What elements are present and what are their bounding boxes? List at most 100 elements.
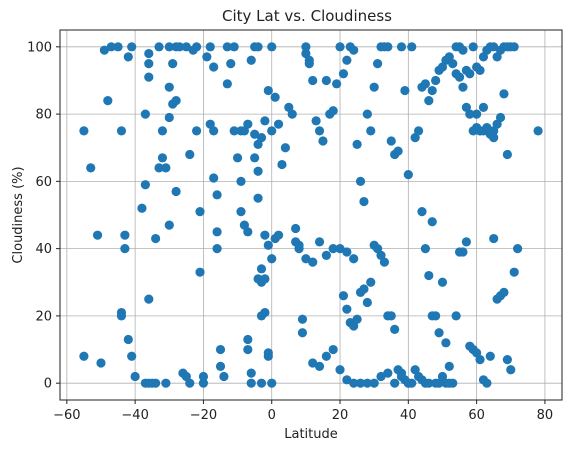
x-tick-label: −60 (53, 408, 80, 423)
x-axis: −60 −40 −20 0 20 40 60 80 (53, 400, 553, 423)
data-point (127, 42, 137, 52)
data-point (413, 126, 424, 136)
data-point (485, 351, 495, 361)
data-point (198, 371, 209, 382)
data-point (209, 173, 219, 183)
data-point (314, 361, 325, 371)
data-point (209, 62, 219, 72)
data-point (222, 42, 232, 52)
data-point (144, 59, 154, 69)
y-tick-label: 0 (44, 377, 52, 392)
data-point (256, 378, 267, 388)
data-point (79, 126, 89, 136)
data-point (144, 72, 154, 82)
y-tick-label: 80 (35, 108, 52, 123)
data-point (332, 79, 342, 89)
data-point (280, 143, 290, 153)
data-point (267, 126, 277, 136)
data-point (185, 149, 195, 160)
data-point (263, 240, 273, 250)
data-point (372, 59, 383, 69)
data-point (222, 79, 232, 89)
data-point (407, 42, 417, 52)
data-point (359, 284, 369, 294)
data-point (386, 136, 396, 146)
x-axis-label: Latitude (284, 427, 338, 442)
data-point (161, 163, 171, 173)
data-point (273, 230, 284, 240)
x-tick-label: 40 (400, 408, 417, 423)
data-point (297, 328, 308, 338)
data-point (502, 149, 512, 160)
data-point (427, 85, 437, 96)
data-point (335, 42, 345, 52)
data-point (489, 42, 499, 52)
data-point (106, 42, 116, 52)
data-point (482, 378, 492, 388)
data-point (513, 244, 523, 254)
data-point (403, 378, 413, 388)
data-point (465, 69, 475, 79)
data-point (506, 365, 516, 375)
data-point (458, 247, 468, 257)
data-point (127, 351, 137, 361)
data-point (472, 109, 482, 119)
data-point (458, 45, 468, 55)
data-point (277, 159, 287, 170)
data-point (427, 217, 437, 227)
plot-frame (59, 29, 563, 401)
data-point (308, 257, 318, 267)
data-point (123, 334, 133, 345)
data-point (103, 96, 113, 106)
x-tick-label: 20 (332, 408, 349, 423)
data-point (185, 378, 195, 388)
y-tick-label: 60 (35, 175, 52, 190)
data-point (116, 311, 127, 321)
data-point (236, 176, 246, 186)
data-point (144, 48, 154, 59)
data-point (349, 378, 359, 388)
data-point (161, 378, 171, 388)
data-point (246, 368, 256, 378)
data-point (314, 237, 325, 247)
data-point (403, 170, 413, 180)
data-point (533, 126, 543, 136)
data-point (461, 237, 471, 247)
data-point (198, 378, 209, 388)
data-point (362, 109, 372, 119)
data-point (140, 180, 150, 190)
data-point (191, 42, 202, 52)
data-point (396, 371, 407, 382)
data-point (431, 75, 441, 86)
data-point (154, 163, 164, 173)
data-point (92, 230, 103, 240)
data-point (355, 378, 366, 388)
data-point (328, 344, 338, 355)
data-point (424, 96, 434, 106)
data-point (349, 254, 359, 264)
data-point (396, 42, 407, 52)
data-point (267, 42, 277, 52)
data-point (191, 126, 202, 136)
data-point (243, 334, 253, 345)
data-point (215, 344, 226, 355)
y-tick-label: 40 (35, 242, 52, 257)
y-axis: 0 20 40 60 80 100 (27, 40, 60, 392)
data-point (352, 139, 362, 149)
data-point (253, 166, 263, 176)
data-point (318, 136, 328, 146)
data-point (250, 129, 260, 139)
data-point (130, 371, 140, 382)
data-point (342, 304, 352, 314)
data-point (174, 42, 185, 52)
data-point (212, 244, 222, 254)
data-point (355, 176, 366, 186)
x-tick-label: 0 (268, 408, 276, 423)
data-point (294, 240, 304, 250)
data-point (164, 42, 174, 52)
data-point (342, 247, 352, 257)
data-point (390, 324, 400, 334)
data-point (120, 230, 130, 240)
data-point (113, 42, 123, 52)
